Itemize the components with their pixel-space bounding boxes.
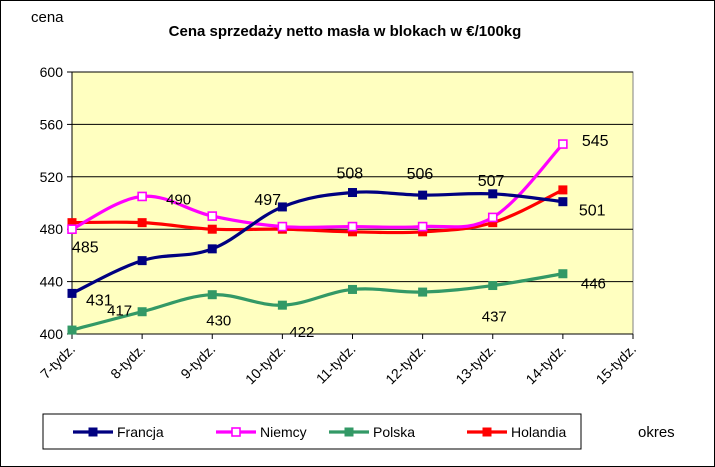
point-holandia	[137, 218, 147, 228]
y-tick-label: 600	[40, 64, 64, 80]
data-label: 485	[72, 240, 99, 257]
point-francja	[67, 288, 77, 298]
legend-marker	[344, 427, 354, 437]
point-polska	[348, 284, 357, 294]
point-polska	[558, 269, 568, 279]
point-niemcy	[277, 221, 288, 232]
y-tick-label: 560	[40, 116, 64, 132]
point-niemcy	[558, 139, 568, 149]
x-tick-label: 12-tydz.	[382, 341, 429, 388]
series-francja	[67, 188, 568, 298]
data-label: 422	[289, 324, 314, 341]
x-tick-label: 13-tydz.	[452, 341, 499, 388]
point-francja	[488, 189, 498, 199]
series-line-holandia	[70, 188, 565, 235]
legend-label: Holandia	[511, 424, 566, 440]
point-polska	[277, 300, 287, 310]
point-niemcy	[487, 212, 498, 223]
point-francja	[137, 256, 147, 266]
data-label: 446	[581, 276, 606, 293]
data-label: 507	[478, 173, 505, 190]
series-layer	[67, 139, 568, 335]
x-axis-label: okres	[638, 424, 675, 441]
x-tick-labels: 7-tydz. 8-tydz. 9-tydz. 10-tydz. 11-tydz. 12-…	[37, 341, 639, 388]
point-holandia	[207, 224, 217, 234]
x-tick-label: 7-tydz.	[37, 341, 78, 382]
data-label: 545	[582, 133, 609, 150]
point-polska	[67, 325, 77, 335]
x-tick-label: 14-tydz.	[522, 341, 569, 388]
legend-marker	[482, 427, 492, 437]
x-tick-label: 10-tydz.	[242, 341, 289, 388]
legend-marker	[88, 427, 98, 437]
point-holandia	[558, 185, 568, 195]
data-label: 430	[206, 313, 231, 330]
data-label: 506	[407, 166, 434, 183]
series-niemcy	[67, 139, 568, 234]
point-francja	[348, 188, 357, 198]
legend-label: Niemcy	[260, 424, 307, 440]
y-tick-labels: 400 440 480 520 560 600	[40, 64, 64, 342]
point-polska	[137, 307, 147, 317]
point-niemcy	[417, 221, 428, 232]
x-tick-label: 11-tydz.	[313, 341, 359, 387]
data-label: 490	[166, 191, 191, 208]
legend-item-niemcy: Niemcy	[216, 424, 307, 440]
legend-label: Francja	[117, 424, 164, 440]
x-tick-label: 9-tydz.	[177, 341, 218, 382]
point-polska	[488, 281, 498, 291]
point-niemcy	[67, 224, 77, 234]
y-tick-label: 440	[40, 274, 64, 290]
plot-area	[71, 71, 634, 335]
data-label: 431	[86, 292, 113, 309]
y-tick-label: 520	[40, 169, 64, 185]
legend-label: Polska	[373, 424, 415, 440]
x-tick-label: 8-tydz.	[107, 341, 148, 382]
point-polska	[207, 290, 217, 300]
point-niemcy	[137, 191, 147, 202]
chart-title: Cena sprzedaży netto masła w blokach w €…	[169, 23, 522, 40]
legend-marker	[231, 427, 241, 437]
data-labels: 431 497 508 506 507 501 490 545 417 430 422 437 446 4…	[72, 133, 609, 341]
series-line-polska	[70, 272, 565, 332]
point-francja	[558, 197, 568, 207]
point-francja	[418, 190, 428, 200]
y-axis-label: cena	[31, 9, 64, 26]
data-label: 508	[337, 166, 364, 183]
data-label: 417	[107, 303, 132, 320]
point-polska	[418, 287, 428, 297]
x-tick-label: 15-tydz.	[593, 341, 640, 388]
point-niemcy	[347, 221, 358, 232]
data-label: 501	[579, 203, 606, 220]
series-polska	[67, 269, 568, 335]
y-tick-label: 400	[40, 326, 64, 342]
point-francja	[277, 202, 287, 212]
y-tick-label: 480	[40, 221, 64, 237]
series-line-francja	[70, 190, 565, 295]
data-label: 437	[482, 309, 507, 326]
legend-item-polska: Polska	[329, 424, 415, 440]
legend-item-holandia: Holandia	[467, 424, 566, 440]
legend: Francja Niemcy Polska Holandia	[42, 413, 582, 450]
data-label: 497	[254, 192, 281, 209]
point-francja	[207, 244, 217, 254]
legend-item-francja: Francja	[73, 424, 164, 440]
point-niemcy	[207, 211, 218, 221]
